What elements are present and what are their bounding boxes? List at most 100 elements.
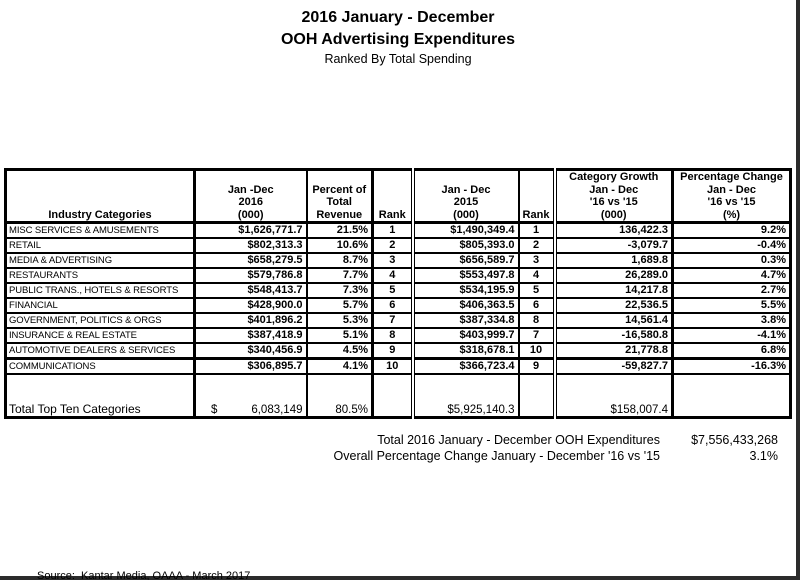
spend-2016-cell: $1,626,771.7 xyxy=(194,222,308,239)
pct-change-cell: -16.3% xyxy=(672,358,791,375)
table-row: PUBLIC TRANS., HOTELS & RESORTS $548,413… xyxy=(5,283,791,299)
total-percent-cell: 80.5% xyxy=(306,374,374,418)
title-line-1: 2016 January - December xyxy=(301,9,495,26)
category-growth-cell: 1,689.8 xyxy=(554,253,674,269)
table-row: FINANCIAL $428,900.0 5.7% 6 $406,363.5 6… xyxy=(5,298,791,314)
total-rank-2016-cell xyxy=(372,374,415,418)
spend-2015-cell: $403,999.7 xyxy=(412,328,520,344)
rank-2015-cell: 6 xyxy=(518,298,557,314)
spend-2015-cell: $656,589.7 xyxy=(412,253,520,269)
rank-2016-cell: 1 xyxy=(372,222,415,239)
title-block: 2016 January - December OOH Advertising … xyxy=(0,0,796,67)
category-growth-cell: 22,536.5 xyxy=(554,298,674,314)
pct-change-cell: 5.5% xyxy=(672,298,791,314)
rank-2016-cell: 5 xyxy=(372,283,415,299)
table-row: RESTAURANTS $579,786.8 7.7% 4 $553,497.8… xyxy=(5,268,791,284)
source-line: Source: Kantar Media, OAAA - March 2017 xyxy=(37,570,251,580)
rank-2015-cell: 9 xyxy=(518,358,557,375)
spend-2016-cell: $340,456.9 xyxy=(194,343,308,360)
rank-2015-cell: 3 xyxy=(518,253,557,269)
spend-2016-cell: $401,896.2 xyxy=(194,313,308,329)
total-row: Total Top Ten Categories $ 6,083,149 80.… xyxy=(5,374,791,418)
percent-revenue-cell: 7.7% xyxy=(306,268,374,284)
percent-revenue-cell: 8.7% xyxy=(306,253,374,269)
spend-2015-cell: $406,363.5 xyxy=(412,298,520,314)
industry-category-cell: FINANCIAL xyxy=(5,298,196,314)
percent-revenue-cell: 4.1% xyxy=(306,358,374,375)
table-body: MISC SERVICES & AMUSEMENTS $1,626,771.7 … xyxy=(5,222,791,375)
percent-revenue-cell: 7.3% xyxy=(306,283,374,299)
rank-2015-cell: 1 xyxy=(518,222,557,239)
percent-revenue-cell: 5.7% xyxy=(306,298,374,314)
spend-2015-cell: $534,195.9 xyxy=(412,283,520,299)
percent-revenue-cell: 5.3% xyxy=(306,313,374,329)
total-label-cell: Total Top Ten Categories xyxy=(5,374,196,418)
category-growth-cell: -3,079.7 xyxy=(554,238,674,254)
spend-2016-cell: $658,279.5 xyxy=(194,253,308,269)
spend-2016-cell: $306,895.7 xyxy=(194,358,308,375)
percent-revenue-cell: 21.5% xyxy=(306,222,374,239)
header-percent-of-revenue: Percent of Total Revenue xyxy=(306,169,374,224)
category-growth-cell: 14,217.8 xyxy=(554,283,674,299)
spend-2015-cell: $318,678.1 xyxy=(412,343,520,360)
header-jan-dec-2015: Jan - Dec 2015 (000) xyxy=(412,169,520,224)
pct-change-cell: -4.1% xyxy=(672,328,791,344)
header-row: Industry Categories Jan -Dec 2016 (000) … xyxy=(5,169,791,224)
rank-2015-cell: 2 xyxy=(518,238,557,254)
rank-2016-cell: 6 xyxy=(372,298,415,314)
expenditures-table: Industry Categories Jan -Dec 2016 (000) … xyxy=(4,168,792,419)
rank-2015-cell: 10 xyxy=(518,343,557,360)
header-category-growth: Category Growth Jan - Dec '16 vs '15 (00… xyxy=(554,169,674,224)
header-industry-categories: Industry Categories xyxy=(5,169,196,224)
rank-2016-cell: 10 xyxy=(372,358,415,375)
category-growth-cell: 21,778.8 xyxy=(554,343,674,360)
summary-change-label: Overall Percentage Change January - Dece… xyxy=(333,448,660,463)
total-pct-change-cell xyxy=(673,374,791,418)
table-row: RETAIL $802,313.3 10.6% 2 $805,393.0 2 -… xyxy=(5,238,791,254)
percent-revenue-cell: 5.1% xyxy=(306,328,374,344)
spend-2016-cell: $548,413.7 xyxy=(194,283,308,299)
pct-change-cell: -0.4% xyxy=(672,238,791,254)
category-growth-cell: -59,827.7 xyxy=(554,358,674,375)
total-2016-cell: $ 6,083,149 xyxy=(194,374,308,418)
summary-total-label: Total 2016 January - December OOH Expend… xyxy=(377,433,660,447)
rank-2016-cell: 8 xyxy=(372,328,415,344)
table-row: MEDIA & ADVERTISING $658,279.5 8.7% 3 $6… xyxy=(5,253,791,269)
rank-2015-cell: 8 xyxy=(518,313,557,329)
summary-line-change: Overall Percentage Change January - Dece… xyxy=(334,449,778,465)
spend-2016-cell: $802,313.3 xyxy=(194,238,308,254)
industry-category-cell: COMMUNICATIONS xyxy=(5,358,196,375)
pct-change-cell: 2.7% xyxy=(672,283,791,299)
pct-change-cell: 6.8% xyxy=(672,343,791,360)
header-rank-2015: Rank xyxy=(518,169,557,224)
industry-category-cell: RETAIL xyxy=(5,238,196,254)
pct-change-cell: 0.3% xyxy=(672,253,791,269)
industry-category-cell: PUBLIC TRANS., HOTELS & RESORTS xyxy=(5,283,196,299)
pct-change-cell: 3.8% xyxy=(672,313,791,329)
industry-category-cell: MISC SERVICES & AMUSEMENTS xyxy=(5,222,196,239)
table-row: AUTOMOTIVE DEALERS & SERVICES $340,456.9… xyxy=(5,343,791,360)
category-growth-cell: 14,561.4 xyxy=(554,313,674,329)
spend-2016-cell: $579,786.8 xyxy=(194,268,308,284)
header-percentage-change: Percentage Change Jan - Dec '16 vs '15 (… xyxy=(672,169,791,224)
rank-2016-cell: 9 xyxy=(372,343,415,360)
rank-2015-cell: 4 xyxy=(518,268,557,284)
rank-2015-cell: 5 xyxy=(518,283,557,299)
table-footer: Total Top Ten Categories $ 6,083,149 80.… xyxy=(5,374,791,418)
industry-category-cell: GOVERNMENT, POLITICS & ORGS xyxy=(5,313,196,329)
percent-revenue-cell: 10.6% xyxy=(306,238,374,254)
rank-2016-cell: 3 xyxy=(372,253,415,269)
pct-change-cell: 9.2% xyxy=(672,222,791,239)
category-growth-cell: -16,580.8 xyxy=(554,328,674,344)
spend-2015-cell: $1,490,349.4 xyxy=(412,222,520,239)
table-row: INSURANCE & REAL ESTATE $387,418.9 5.1% … xyxy=(5,328,791,344)
industry-category-cell: AUTOMOTIVE DEALERS & SERVICES xyxy=(5,343,196,360)
rank-2016-cell: 2 xyxy=(372,238,415,254)
industry-category-cell: RESTAURANTS xyxy=(5,268,196,284)
pct-change-cell: 4.7% xyxy=(672,268,791,284)
rank-2016-cell: 7 xyxy=(372,313,415,329)
total-2016-value: 6,083,149 xyxy=(251,404,303,416)
table-row: GOVERNMENT, POLITICS & ORGS $401,896.2 5… xyxy=(5,313,791,329)
rank-2016-cell: 4 xyxy=(372,268,415,284)
